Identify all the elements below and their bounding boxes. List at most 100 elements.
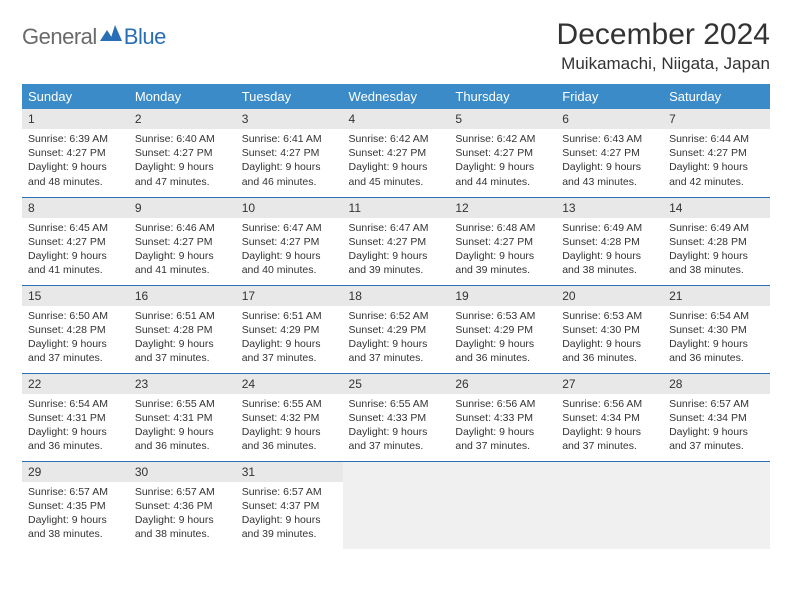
day-d1: Daylight: 9 hours xyxy=(455,337,550,351)
day-cell: 29Sunrise: 6:57 AMSunset: 4:35 PMDayligh… xyxy=(22,461,129,549)
day-sr: Sunrise: 6:49 AM xyxy=(562,221,657,235)
day-ss: Sunset: 4:37 PM xyxy=(242,499,337,513)
day-number: 14 xyxy=(663,198,770,218)
day-d2: and 36 minutes. xyxy=(242,439,337,453)
day-number: 11 xyxy=(343,198,450,218)
day-ss: Sunset: 4:29 PM xyxy=(242,323,337,337)
day-details: Sunrise: 6:55 AMSunset: 4:33 PMDaylight:… xyxy=(343,394,450,459)
day-ss: Sunset: 4:27 PM xyxy=(455,235,550,249)
day-details: Sunrise: 6:57 AMSunset: 4:36 PMDaylight:… xyxy=(129,482,236,547)
day-sr: Sunrise: 6:57 AM xyxy=(242,485,337,499)
day-number: 19 xyxy=(449,286,556,306)
dow-wed: Wednesday xyxy=(343,84,450,109)
day-ss: Sunset: 4:34 PM xyxy=(669,411,764,425)
day-ss: Sunset: 4:27 PM xyxy=(669,146,764,160)
day-sr: Sunrise: 6:56 AM xyxy=(562,397,657,411)
day-number: 24 xyxy=(236,374,343,394)
day-sr: Sunrise: 6:57 AM xyxy=(135,485,230,499)
day-d1: Daylight: 9 hours xyxy=(135,249,230,263)
day-d2: and 38 minutes. xyxy=(562,263,657,277)
logo: General Blue xyxy=(22,18,166,50)
day-sr: Sunrise: 6:46 AM xyxy=(135,221,230,235)
day-cell: 11Sunrise: 6:47 AMSunset: 4:27 PMDayligh… xyxy=(343,197,450,285)
day-ss: Sunset: 4:27 PM xyxy=(455,146,550,160)
day-d2: and 43 minutes. xyxy=(562,175,657,189)
day-d1: Daylight: 9 hours xyxy=(349,425,444,439)
day-number: 8 xyxy=(22,198,129,218)
day-number: 27 xyxy=(556,374,663,394)
dow-sat: Saturday xyxy=(663,84,770,109)
day-details: Sunrise: 6:56 AMSunset: 4:34 PMDaylight:… xyxy=(556,394,663,459)
day-ss: Sunset: 4:32 PM xyxy=(242,411,337,425)
day-details: Sunrise: 6:49 AMSunset: 4:28 PMDaylight:… xyxy=(663,218,770,283)
day-d1: Daylight: 9 hours xyxy=(455,249,550,263)
day-ss: Sunset: 4:28 PM xyxy=(669,235,764,249)
day-d2: and 41 minutes. xyxy=(135,263,230,277)
day-ss: Sunset: 4:30 PM xyxy=(562,323,657,337)
day-ss: Sunset: 4:33 PM xyxy=(349,411,444,425)
empty-cell xyxy=(556,461,663,549)
day-cell: 28Sunrise: 6:57 AMSunset: 4:34 PMDayligh… xyxy=(663,373,770,461)
day-details: Sunrise: 6:57 AMSunset: 4:37 PMDaylight:… xyxy=(236,482,343,547)
day-d1: Daylight: 9 hours xyxy=(242,160,337,174)
day-number: 23 xyxy=(129,374,236,394)
empty-cell xyxy=(449,461,556,549)
day-d1: Daylight: 9 hours xyxy=(242,337,337,351)
day-cell: 2Sunrise: 6:40 AMSunset: 4:27 PMDaylight… xyxy=(129,109,236,197)
day-d2: and 36 minutes. xyxy=(562,351,657,365)
day-number: 22 xyxy=(22,374,129,394)
day-ss: Sunset: 4:28 PM xyxy=(28,323,123,337)
day-details: Sunrise: 6:44 AMSunset: 4:27 PMDaylight:… xyxy=(663,129,770,194)
day-details: Sunrise: 6:53 AMSunset: 4:30 PMDaylight:… xyxy=(556,306,663,371)
day-d2: and 36 minutes. xyxy=(28,439,123,453)
day-cell: 19Sunrise: 6:53 AMSunset: 4:29 PMDayligh… xyxy=(449,285,556,373)
day-d2: and 41 minutes. xyxy=(28,263,123,277)
day-cell: 23Sunrise: 6:55 AMSunset: 4:31 PMDayligh… xyxy=(129,373,236,461)
day-sr: Sunrise: 6:54 AM xyxy=(28,397,123,411)
empty-cell xyxy=(663,461,770,549)
day-d1: Daylight: 9 hours xyxy=(562,249,657,263)
day-d2: and 38 minutes. xyxy=(669,263,764,277)
empty-cell xyxy=(343,461,450,549)
dow-sun: Sunday xyxy=(22,84,129,109)
week-row: 1Sunrise: 6:39 AMSunset: 4:27 PMDaylight… xyxy=(22,109,770,197)
calendar-body: 1Sunrise: 6:39 AMSunset: 4:27 PMDaylight… xyxy=(22,109,770,549)
day-cell: 12Sunrise: 6:48 AMSunset: 4:27 PMDayligh… xyxy=(449,197,556,285)
day-d2: and 44 minutes. xyxy=(455,175,550,189)
day-ss: Sunset: 4:27 PM xyxy=(242,146,337,160)
day-sr: Sunrise: 6:55 AM xyxy=(135,397,230,411)
day-cell: 24Sunrise: 6:55 AMSunset: 4:32 PMDayligh… xyxy=(236,373,343,461)
header: General Blue December 2024 Muikamachi, N… xyxy=(22,18,770,74)
day-number: 1 xyxy=(22,109,129,129)
day-sr: Sunrise: 6:41 AM xyxy=(242,132,337,146)
day-ss: Sunset: 4:27 PM xyxy=(242,235,337,249)
day-sr: Sunrise: 6:57 AM xyxy=(28,485,123,499)
day-number: 16 xyxy=(129,286,236,306)
day-number: 12 xyxy=(449,198,556,218)
day-d1: Daylight: 9 hours xyxy=(135,425,230,439)
day-cell: 31Sunrise: 6:57 AMSunset: 4:37 PMDayligh… xyxy=(236,461,343,549)
day-details: Sunrise: 6:39 AMSunset: 4:27 PMDaylight:… xyxy=(22,129,129,194)
day-sr: Sunrise: 6:50 AM xyxy=(28,309,123,323)
day-number: 29 xyxy=(22,462,129,482)
day-d1: Daylight: 9 hours xyxy=(28,425,123,439)
day-sr: Sunrise: 6:39 AM xyxy=(28,132,123,146)
day-d2: and 48 minutes. xyxy=(28,175,123,189)
day-details: Sunrise: 6:40 AMSunset: 4:27 PMDaylight:… xyxy=(129,129,236,194)
day-cell: 3 Sunrise: 6:41 AMSunset: 4:27 PMDaylight… xyxy=(236,109,343,197)
day-details: Sunrise: 6:47 AMSunset: 4:27 PMDaylight:… xyxy=(236,218,343,283)
day-cell: 15Sunrise: 6:50 AMSunset: 4:28 PMDayligh… xyxy=(22,285,129,373)
day-d1: Daylight: 9 hours xyxy=(669,249,764,263)
day-cell: 14Sunrise: 6:49 AMSunset: 4:28 PMDayligh… xyxy=(663,197,770,285)
day-number: 5 xyxy=(449,109,556,129)
day-number: 6 xyxy=(556,109,663,129)
dow-mon: Monday xyxy=(129,84,236,109)
day-details: Sunrise: 6:42 AMSunset: 4:27 PMDaylight:… xyxy=(343,129,450,194)
day-ss: Sunset: 4:28 PM xyxy=(562,235,657,249)
day-number: 3 xyxy=(236,109,343,129)
day-d2: and 36 minutes. xyxy=(135,439,230,453)
week-row: 15Sunrise: 6:50 AMSunset: 4:28 PMDayligh… xyxy=(22,285,770,373)
day-d1: Daylight: 9 hours xyxy=(562,337,657,351)
day-ss: Sunset: 4:27 PM xyxy=(28,235,123,249)
day-details: Sunrise: 6:50 AMSunset: 4:28 PMDaylight:… xyxy=(22,306,129,371)
